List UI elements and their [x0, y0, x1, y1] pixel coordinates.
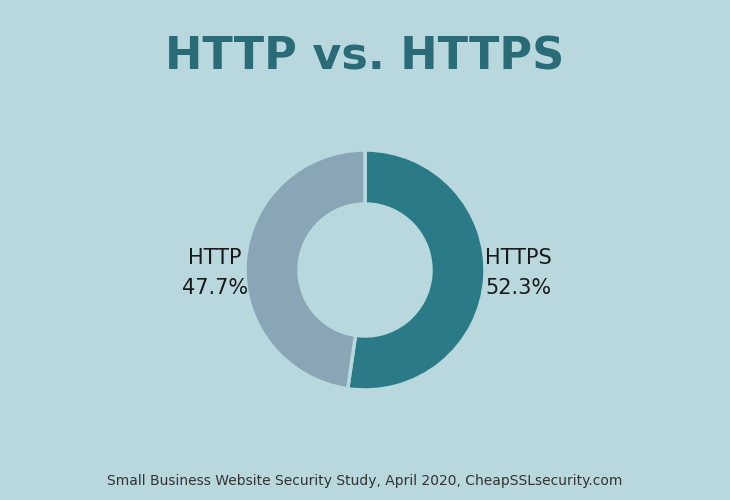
Text: HTTP: HTTP: [188, 248, 242, 268]
Text: HTTP vs. HTTPS: HTTP vs. HTTPS: [166, 35, 564, 78]
Wedge shape: [245, 150, 365, 388]
Wedge shape: [347, 150, 485, 390]
Text: 47.7%: 47.7%: [182, 278, 248, 298]
Text: HTTPS: HTTPS: [485, 248, 552, 268]
Text: Small Business Website Security Study, April 2020, CheapSSLsecurity.com: Small Business Website Security Study, A…: [107, 474, 623, 488]
Text: 52.3%: 52.3%: [485, 278, 552, 298]
